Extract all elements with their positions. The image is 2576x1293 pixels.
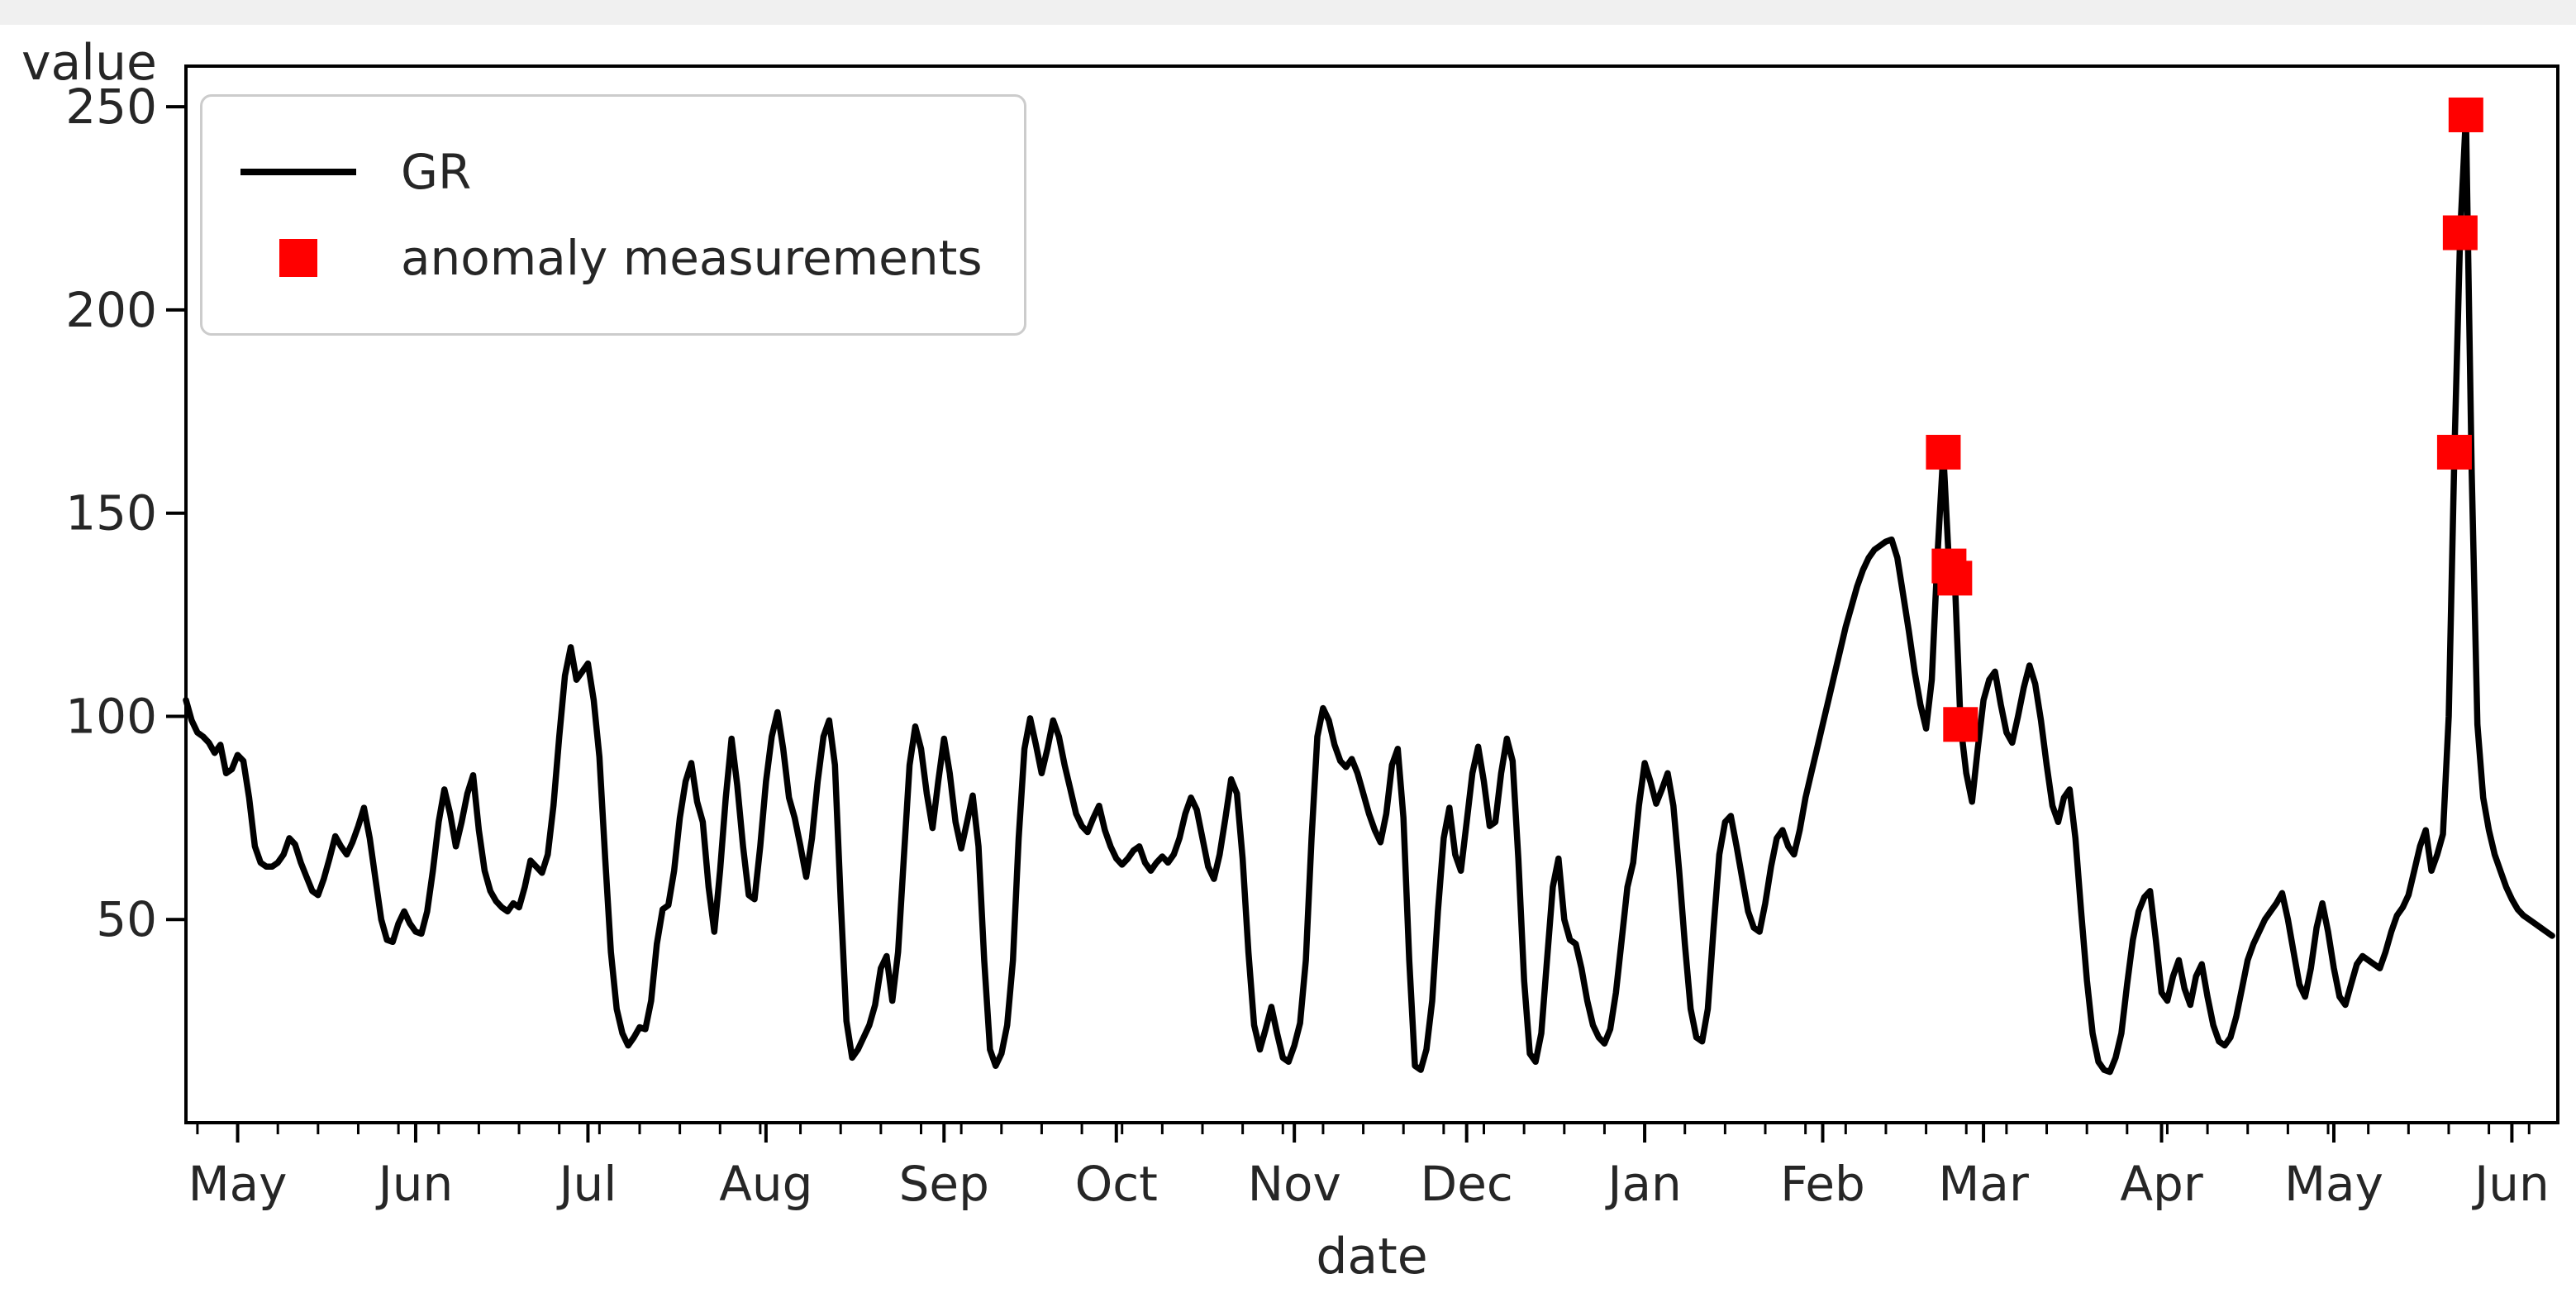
legend: GR anomaly measurements bbox=[200, 94, 1026, 336]
plot-spines bbox=[184, 64, 2559, 1124]
x-tick-label: Jun bbox=[376, 1156, 454, 1212]
y-tick-label: 100 bbox=[65, 688, 157, 744]
x-tick-label: Nov bbox=[1248, 1156, 1341, 1212]
x-tick-label: Dec bbox=[1421, 1156, 1513, 1212]
anomaly-marker bbox=[1937, 561, 1973, 596]
anomaly-marker bbox=[1943, 707, 1978, 742]
figure: 50 100 150 200 250 May Jun Jul Aug Sep Oct Nov Dec Ja… bbox=[0, 25, 2576, 1293]
anomaly-marker-layer bbox=[1926, 97, 2483, 742]
x-tick-label: Jan bbox=[1605, 1156, 1681, 1212]
window-top-edge bbox=[0, 0, 2576, 25]
x-tick-label: Aug bbox=[719, 1156, 812, 1212]
x-tick-label: May bbox=[188, 1156, 288, 1212]
legend-label-anomaly: anomaly measurements bbox=[401, 230, 983, 286]
anomaly-marker-swatch-icon bbox=[279, 239, 317, 277]
legend-item-gr: GR bbox=[202, 144, 1024, 200]
y-tick-label: 200 bbox=[65, 282, 157, 338]
x-tick-label: Sep bbox=[899, 1156, 989, 1212]
anomaly-marker bbox=[2442, 215, 2478, 250]
gr-line-swatch-icon bbox=[240, 169, 356, 175]
legend-label-gr: GR bbox=[401, 144, 472, 200]
y-tick-label: 150 bbox=[65, 485, 157, 542]
x-tick-label: Mar bbox=[1938, 1156, 2029, 1212]
axes-layer: 50 100 150 200 250 May Jun Jul Aug Sep Oct Nov Dec Ja… bbox=[65, 64, 2559, 1212]
x-tick-label: Jun bbox=[2472, 1156, 2550, 1212]
y-tick-label: 50 bbox=[96, 891, 157, 947]
x-tick-label: Apr bbox=[2120, 1156, 2202, 1212]
y-tick-label: 250 bbox=[65, 79, 157, 135]
x-tick-label: Oct bbox=[1075, 1156, 1158, 1212]
gr-line bbox=[183, 112, 2555, 1076]
y-axis-label: value bbox=[21, 34, 157, 92]
x-tick-label: May bbox=[2284, 1156, 2383, 1212]
x-tick-label: Jul bbox=[556, 1156, 617, 1212]
anomaly-marker bbox=[2436, 434, 2472, 470]
gr-line-layer bbox=[183, 112, 2555, 1076]
x-axis-label: date bbox=[1316, 1228, 1427, 1286]
anomaly-marker bbox=[1926, 434, 1961, 470]
x-tick-label: Feb bbox=[1780, 1156, 1865, 1212]
legend-item-anomaly: anomaly measurements bbox=[202, 230, 1024, 286]
anomaly-marker bbox=[2448, 97, 2483, 132]
